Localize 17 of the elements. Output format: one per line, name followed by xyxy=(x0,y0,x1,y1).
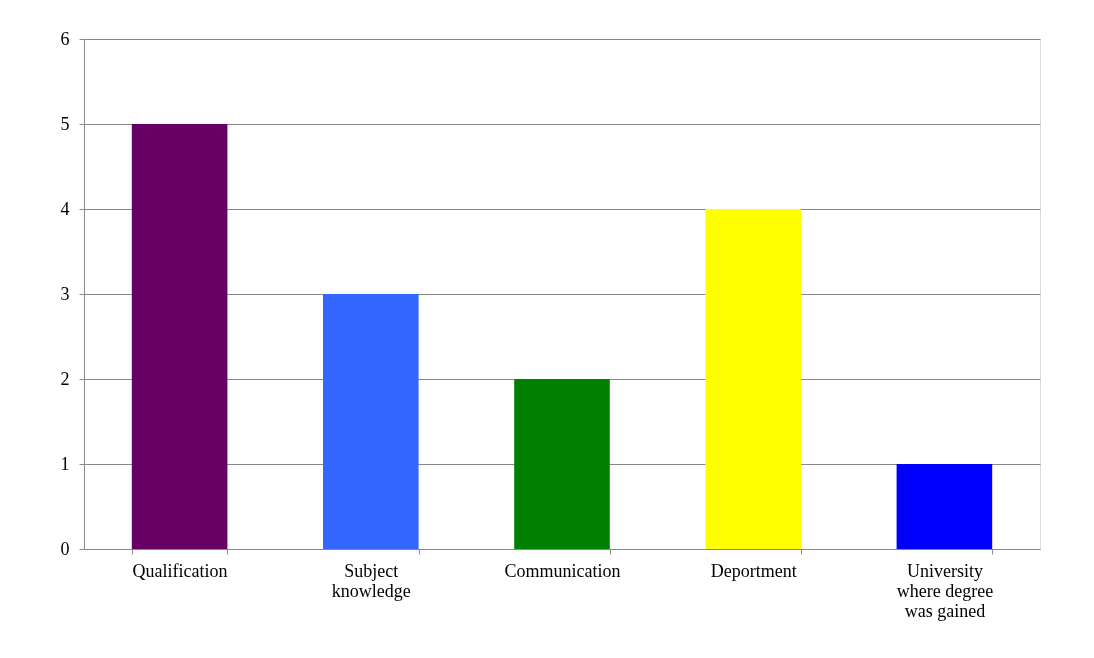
bar xyxy=(323,294,419,549)
bar xyxy=(896,464,993,549)
x-tick-label: Qualification xyxy=(132,560,228,581)
bar xyxy=(514,379,610,549)
x-tick-label: Deportment xyxy=(710,560,797,581)
bar xyxy=(131,124,228,549)
x-tick-label: University where degree was gained xyxy=(896,560,994,621)
y-tick-label: 1 xyxy=(60,453,70,474)
y-tick-label: 0 xyxy=(60,538,70,559)
y-tick-label: 4 xyxy=(60,198,70,219)
bar xyxy=(705,209,801,549)
y-tick-label: 6 xyxy=(60,28,70,49)
x-tick-label: Subject knowledge xyxy=(331,560,411,601)
y-tick-label: 3 xyxy=(60,283,70,304)
y-tick-label: 5 xyxy=(60,113,70,134)
x-tick-label: Communication xyxy=(504,560,621,581)
y-tick-label: 2 xyxy=(60,368,70,389)
